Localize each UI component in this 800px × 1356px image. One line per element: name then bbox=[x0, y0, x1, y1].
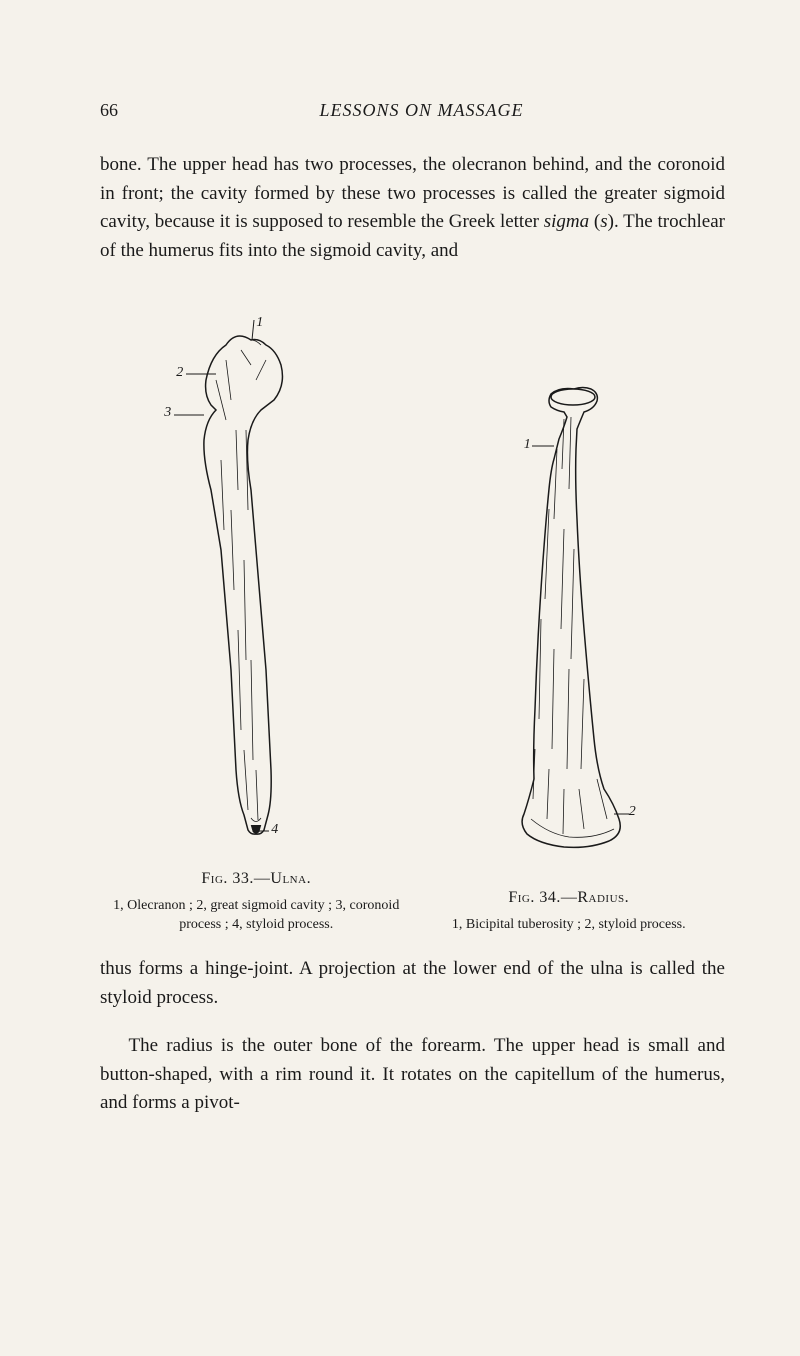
p1-italic-1: sigma bbox=[544, 211, 589, 232]
figure-34: 1 2 Fig. 34.—Radius. 1, Bicipital tubero… bbox=[413, 369, 726, 935]
paragraph-2: thus forms a hinge-joint. A projection a… bbox=[100, 955, 725, 1012]
book-title: LESSONS ON MASSAGE bbox=[118, 100, 725, 121]
fig33-leader-3 bbox=[174, 414, 214, 416]
fig33-label-2: 2 bbox=[176, 365, 183, 381]
paragraph-3: The radius is the outer bone of the fore… bbox=[100, 1032, 725, 1118]
paragraph-1: bone. The upper head has two processes, … bbox=[100, 151, 725, 265]
figure-34-caption: Fig. 34.—Radius. 1, Bicipital tuberosity… bbox=[452, 889, 686, 935]
figure-34-title: Fig. 34.—Radius. bbox=[452, 889, 686, 907]
p1-text-2: ( bbox=[589, 211, 600, 232]
p1-italic-2: s bbox=[600, 211, 607, 232]
fig33-leader-2 bbox=[186, 373, 226, 375]
page-header: 66 LESSONS ON MASSAGE bbox=[100, 100, 725, 121]
fig34-leader-1 bbox=[532, 445, 562, 447]
fig34-label-2: 2 bbox=[629, 804, 636, 820]
fig33-label-1: 1 bbox=[256, 315, 263, 331]
figure-33-caption: Fig. 33.—Ulna. 1, Olecranon ; 2, great s… bbox=[100, 870, 413, 935]
figure-33-image: 1 2 3 4 bbox=[156, 310, 356, 855]
figure-33-detail: 1, Olecranon ; 2, great sigmoid cavity ;… bbox=[100, 896, 413, 935]
page-number: 66 bbox=[100, 100, 118, 121]
fig33-leader-4 bbox=[256, 830, 276, 832]
figure-34-detail: 1, Bicipital tuberosity ; 2, styloid pro… bbox=[452, 915, 686, 935]
figure-33: 1 2 3 4 Fig. 33.—Ulna. 1, Olecranon ; 2,… bbox=[100, 310, 413, 935]
ulna-svg bbox=[156, 310, 356, 850]
figures-row: 1 2 3 4 Fig. 33.—Ulna. 1, Olecranon ; 2,… bbox=[100, 295, 725, 935]
radius-svg bbox=[469, 369, 669, 869]
fig34-leader-2 bbox=[614, 813, 634, 815]
figure-34-image: 1 2 bbox=[469, 369, 669, 874]
fig34-label-1: 1 bbox=[524, 437, 531, 453]
fig33-label-3: 3 bbox=[164, 405, 171, 421]
figure-33-title: Fig. 33.—Ulna. bbox=[100, 870, 413, 888]
